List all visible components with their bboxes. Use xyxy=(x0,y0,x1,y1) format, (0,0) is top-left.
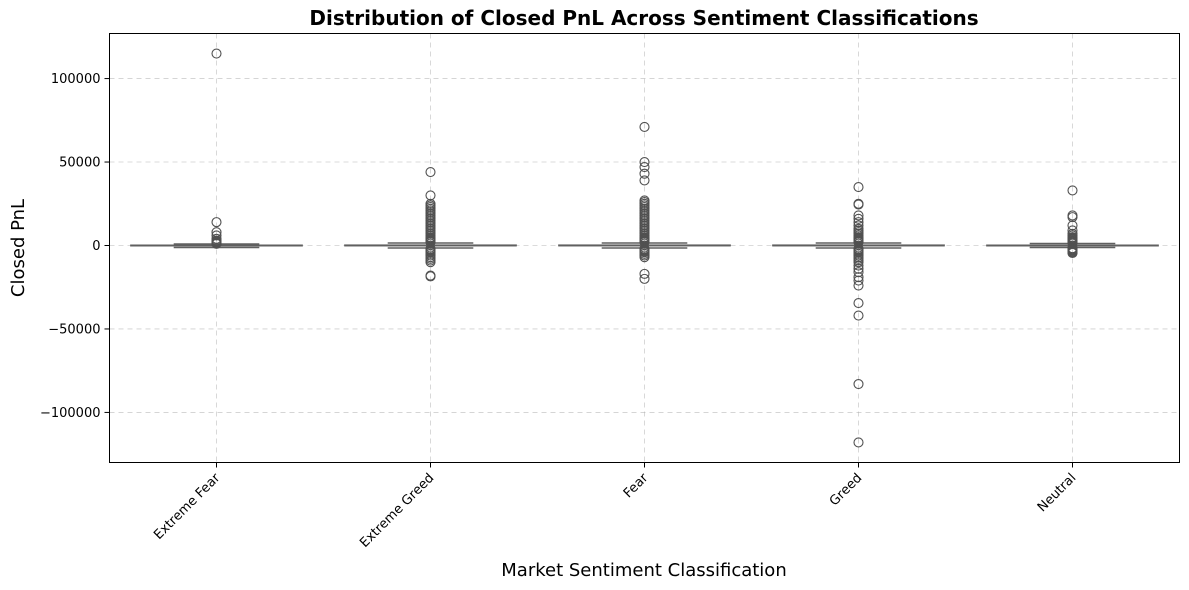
outlier-point xyxy=(639,273,650,284)
outlier-point xyxy=(853,272,864,283)
axis-layer: −100000 −50000 0 50000 100000 Extreme Fear Ext… xyxy=(40,72,1079,551)
box-layer xyxy=(130,48,1159,448)
outlier-point xyxy=(853,210,864,221)
outlier-point xyxy=(639,252,650,263)
x-tick-label: Extreme Fear xyxy=(151,470,224,543)
outlier-point xyxy=(853,220,864,231)
outlier-point xyxy=(853,217,864,228)
outlier-point xyxy=(425,190,436,201)
outlier-point xyxy=(1067,247,1078,259)
outlier-point xyxy=(639,168,650,179)
outlier-point xyxy=(853,267,864,278)
x-tick-label: Extreme Greed xyxy=(357,471,437,551)
outlier-point xyxy=(211,48,222,59)
outlier-point xyxy=(211,217,222,228)
box-extreme-greed xyxy=(344,166,517,282)
outlier-point xyxy=(853,260,864,271)
y-tick-label: −50000 xyxy=(48,322,100,337)
outlier-point xyxy=(211,230,222,241)
outlier-point xyxy=(425,166,436,178)
outlier-point xyxy=(853,310,864,321)
outlier-point xyxy=(853,263,864,274)
outlier-point xyxy=(211,238,222,249)
x-tick-label: Fear xyxy=(621,470,652,501)
x-tick-label: Neutral xyxy=(1035,471,1080,516)
y-axis-label: Closed PnL xyxy=(8,199,29,297)
outlier-point xyxy=(853,280,864,291)
y-tick-label: −100000 xyxy=(40,406,101,421)
outlier-point xyxy=(425,257,436,268)
outlier-point xyxy=(1067,185,1078,196)
outlier-point xyxy=(853,199,864,210)
outlier-point xyxy=(639,175,650,186)
outlier-point xyxy=(639,156,650,168)
outlier-point xyxy=(425,271,436,282)
y-tick-label: 100000 xyxy=(51,72,101,87)
y-tick-label: 50000 xyxy=(59,156,100,171)
outlier-point xyxy=(853,378,864,390)
outlier-point xyxy=(1067,212,1078,223)
outlier-point xyxy=(853,275,864,286)
outlier-point xyxy=(1067,220,1078,231)
box-extreme-fear xyxy=(130,48,303,249)
box-fear xyxy=(558,121,731,284)
outlier-point xyxy=(639,121,650,133)
y-tick-label: 0 xyxy=(92,239,100,254)
box-greed xyxy=(772,182,945,448)
outlier-point xyxy=(853,257,864,268)
outlier-point xyxy=(853,437,864,448)
outlier-point xyxy=(853,182,864,193)
x-tick-label: Greed xyxy=(827,471,865,509)
chart-title: Distribution of Closed PnL Across Sentim… xyxy=(309,6,978,30)
outlier-point xyxy=(853,213,864,224)
outlier-point xyxy=(639,161,650,173)
x-axis-label: Market Sentiment Classification xyxy=(501,560,786,581)
box-neutral xyxy=(986,185,1159,259)
outlier-point xyxy=(853,298,864,309)
outlier-point xyxy=(639,268,650,279)
